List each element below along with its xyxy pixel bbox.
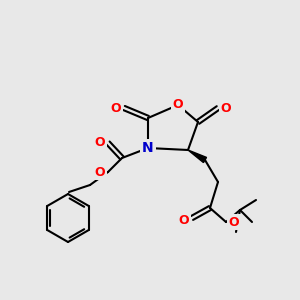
Text: O: O [173, 98, 183, 112]
Text: O: O [95, 136, 105, 149]
Text: N: N [142, 141, 154, 155]
Text: O: O [95, 166, 105, 178]
Text: O: O [229, 215, 239, 229]
Text: O: O [179, 214, 189, 226]
Text: O: O [221, 101, 231, 115]
Text: O: O [111, 101, 121, 115]
Polygon shape [188, 150, 206, 163]
